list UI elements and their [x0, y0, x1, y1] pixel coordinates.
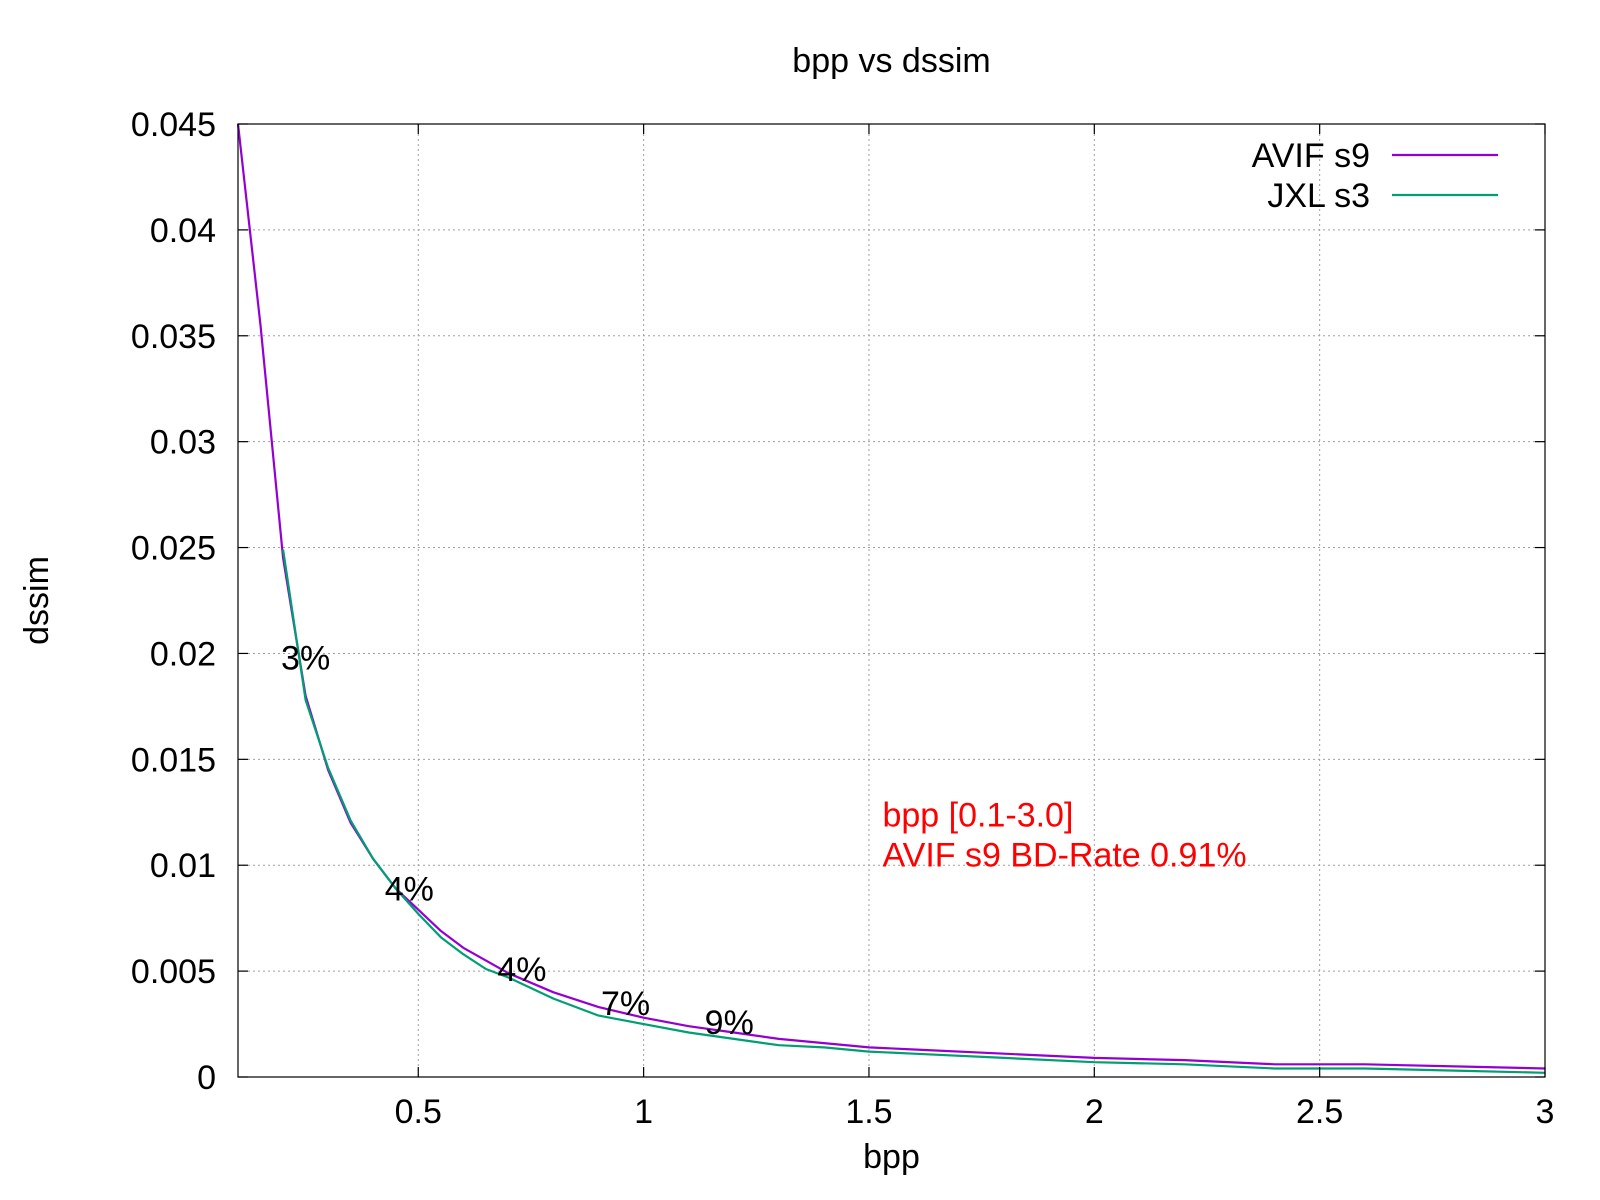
point-label: 7% [601, 985, 650, 1023]
y-tick-label: 0.015 [131, 741, 216, 779]
legend-label: AVIF s9 [1252, 137, 1370, 175]
x-tick-label: 1 [634, 1093, 653, 1131]
bd-rate-annotation: AVIF s9 BD-Rate 0.91% [882, 837, 1246, 875]
bd-rate-annotation: bpp [0.1-3.0] [882, 796, 1073, 834]
x-axis-title: bpp [863, 1138, 920, 1176]
point-label: 9% [705, 1004, 754, 1042]
tick-group: 0 0.005 0.01 0.015 0.02 0.025 0.03 0.035 0.04 0.0… [131, 106, 1555, 1131]
series-group [236, 123, 1546, 1074]
y-tick-label: 0.01 [150, 847, 216, 885]
x-tick-label: 1.5 [845, 1093, 892, 1131]
x-tick-label: 2.5 [1296, 1093, 1343, 1131]
x-tick-label: 0.5 [395, 1093, 442, 1131]
x-tick-label: 2 [1085, 1093, 1104, 1131]
y-tick-label: 0.045 [131, 106, 216, 144]
series-line-jxl-s3 [282, 549, 1546, 1074]
point-label: 3% [281, 640, 330, 678]
y-tick-label: 0.025 [131, 530, 216, 568]
y-tick-label: 0.005 [131, 953, 216, 991]
grid [238, 124, 1545, 1077]
plot-frame [237, 123, 1546, 1078]
y-axis-title: dssim [18, 556, 56, 645]
y-tick-label: 0 [197, 1059, 216, 1097]
point-label: 4% [497, 951, 546, 989]
chart-title: bpp vs dssim [792, 42, 990, 80]
y-tick-label: 0.02 [150, 635, 216, 673]
point-label: 4% [385, 871, 434, 909]
y-tick-label: 0.03 [150, 424, 216, 462]
x-tick-label: 3 [1536, 1093, 1555, 1131]
annotation-group: bpp [0.1-3.0]AVIF s9 BD-Rate 0.91% [882, 796, 1246, 874]
legend-label: JXL s3 [1267, 177, 1370, 215]
y-tick-label: 0.035 [131, 318, 216, 356]
point-label-group: 3% 4% 4% 7% 9% [281, 640, 754, 1042]
y-tick-label: 0.04 [150, 212, 216, 250]
